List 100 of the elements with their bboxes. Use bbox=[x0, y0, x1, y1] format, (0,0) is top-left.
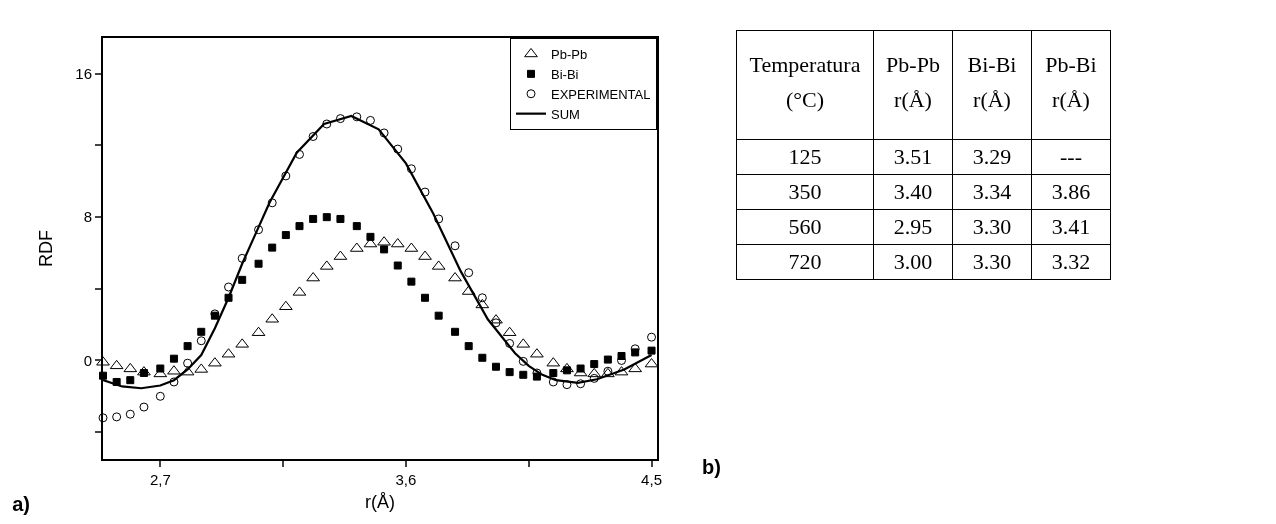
point bbox=[587, 367, 602, 378]
point bbox=[335, 114, 345, 124]
text: 3.86 bbox=[1031, 174, 1111, 210]
category-label: Pb-Bi r(Å) bbox=[1031, 30, 1111, 140]
text: 3.41 bbox=[1031, 209, 1111, 245]
point bbox=[126, 376, 135, 385]
point bbox=[169, 377, 179, 387]
point bbox=[464, 342, 473, 351]
point bbox=[647, 332, 657, 342]
legend-label: Bi-Bi bbox=[551, 66, 579, 82]
x-tick-label: 2,7 bbox=[149, 471, 171, 488]
point bbox=[505, 338, 515, 348]
text: --- bbox=[1031, 139, 1111, 175]
text: 3.00 bbox=[873, 244, 953, 280]
point bbox=[183, 342, 192, 351]
text: a) bbox=[12, 492, 31, 515]
y-tick-label: 0 bbox=[83, 351, 92, 369]
text: 3.40 bbox=[873, 174, 953, 210]
legend-label: EXPERIMENTAL bbox=[551, 86, 651, 102]
point bbox=[562, 380, 572, 390]
text: 3.29 bbox=[952, 139, 1032, 175]
point bbox=[434, 214, 444, 224]
point bbox=[491, 362, 500, 371]
point bbox=[549, 369, 558, 378]
text: 3.30 bbox=[952, 209, 1032, 245]
point bbox=[475, 298, 490, 309]
point bbox=[548, 377, 558, 387]
point bbox=[365, 115, 375, 125]
point bbox=[379, 128, 389, 138]
text: b) bbox=[702, 456, 721, 479]
legend-label: Pb-Pb bbox=[551, 47, 588, 63]
point bbox=[336, 214, 345, 223]
text: 2.95 bbox=[873, 209, 953, 245]
point bbox=[418, 250, 432, 260]
point bbox=[451, 327, 460, 336]
point bbox=[377, 236, 391, 246]
point bbox=[169, 354, 178, 363]
legend-label: SUM bbox=[551, 106, 580, 122]
text: 3.32 bbox=[1031, 244, 1111, 280]
category-label: Temperatura (°C) bbox=[736, 30, 874, 140]
point bbox=[156, 364, 165, 373]
y-tick-label: 8 bbox=[83, 208, 92, 226]
point bbox=[647, 346, 656, 355]
point bbox=[112, 412, 122, 422]
point bbox=[308, 132, 318, 142]
point bbox=[268, 243, 277, 252]
point bbox=[477, 293, 487, 303]
point bbox=[589, 373, 599, 383]
point bbox=[294, 149, 304, 159]
y-axis-title: RDF bbox=[36, 230, 57, 267]
point bbox=[434, 311, 443, 320]
point bbox=[406, 164, 416, 174]
x-tick-label: 4,5 bbox=[641, 471, 662, 488]
point bbox=[279, 300, 293, 310]
text: 3.34 bbox=[952, 174, 1032, 210]
point bbox=[224, 282, 234, 292]
point bbox=[322, 213, 331, 222]
point bbox=[560, 362, 574, 373]
text: 720 bbox=[736, 244, 874, 280]
text: 350 bbox=[736, 174, 874, 210]
point bbox=[407, 277, 416, 286]
point bbox=[309, 214, 318, 223]
point bbox=[281, 231, 290, 240]
point bbox=[196, 336, 206, 346]
point bbox=[464, 268, 474, 278]
point bbox=[448, 272, 462, 282]
point bbox=[295, 222, 304, 231]
point bbox=[139, 402, 149, 412]
point bbox=[183, 358, 193, 368]
point bbox=[98, 413, 108, 423]
text: 3.30 bbox=[952, 244, 1032, 280]
point bbox=[352, 222, 361, 231]
category-label: Bi-Bi r(Å) bbox=[952, 30, 1032, 140]
point bbox=[420, 187, 430, 197]
point bbox=[478, 353, 487, 362]
y-tick-label: 16 bbox=[75, 65, 92, 83]
point bbox=[254, 259, 263, 268]
point bbox=[519, 370, 528, 379]
point bbox=[590, 360, 599, 369]
point bbox=[109, 359, 124, 370]
point bbox=[366, 232, 375, 241]
point bbox=[489, 314, 503, 324]
point bbox=[254, 225, 264, 235]
x-axis-title: r(Å) bbox=[365, 491, 395, 512]
point bbox=[267, 198, 277, 208]
point bbox=[421, 293, 430, 302]
point bbox=[352, 112, 362, 122]
point bbox=[380, 245, 389, 254]
point bbox=[628, 362, 643, 373]
point bbox=[197, 327, 206, 336]
point bbox=[576, 364, 585, 373]
point bbox=[208, 357, 222, 367]
point bbox=[576, 379, 586, 389]
text: 3.51 bbox=[873, 139, 953, 175]
point bbox=[238, 275, 247, 284]
point bbox=[322, 119, 332, 129]
point bbox=[603, 355, 612, 364]
point bbox=[530, 348, 544, 358]
point bbox=[125, 409, 135, 419]
point bbox=[96, 356, 110, 366]
